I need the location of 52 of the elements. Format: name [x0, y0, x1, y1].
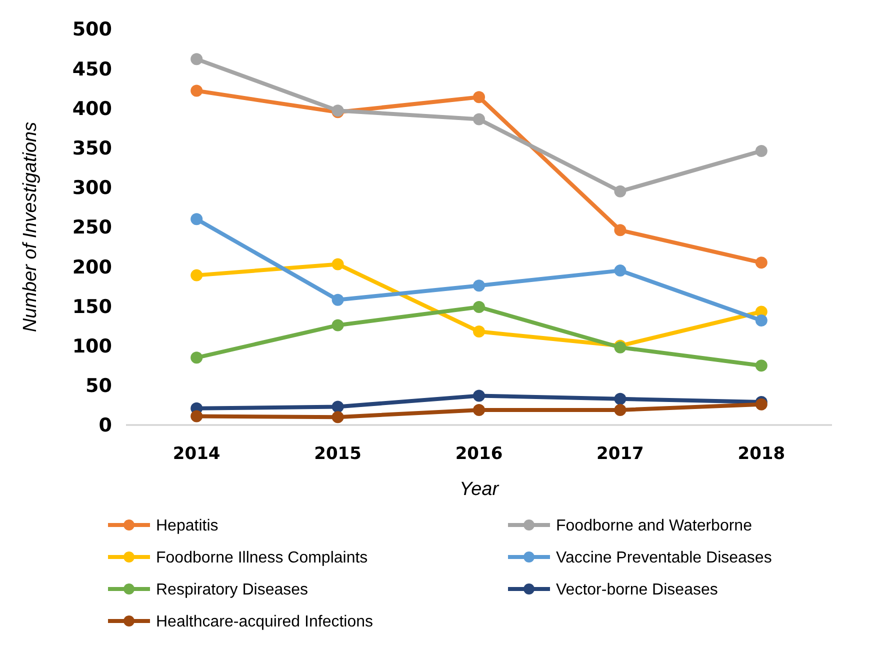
y-tick-label: 0: [98, 414, 112, 437]
point: [473, 390, 485, 402]
point: [755, 360, 768, 372]
point: [473, 280, 485, 292]
point: [755, 256, 768, 269]
y-tick-label: 150: [72, 296, 112, 318]
point: [190, 53, 203, 66]
point: [614, 224, 626, 236]
point: [332, 294, 344, 306]
point: [755, 314, 768, 326]
point: [473, 404, 485, 416]
point: [190, 84, 203, 97]
x-tick-label: 2015: [314, 444, 362, 464]
y-tick-label: 350: [72, 137, 112, 160]
y-tick-label: 250: [72, 216, 112, 239]
point: [614, 264, 626, 277]
point: [332, 319, 344, 332]
y-tick-label: 100: [72, 335, 112, 358]
point: [332, 258, 344, 270]
legend-label: Foodborne and Waterborne: [556, 518, 752, 535]
point: [473, 91, 485, 104]
point: [190, 213, 203, 226]
x-axis-title: Year: [459, 479, 500, 500]
point: [614, 392, 626, 405]
legend-label: Foodborne Illness Complaints: [156, 550, 368, 567]
point: [332, 400, 344, 413]
point: [473, 113, 485, 126]
point: [755, 144, 768, 157]
legend-label: Vaccine Preventable Diseases: [556, 550, 772, 567]
y-tick-label: 400: [72, 98, 112, 120]
point: [614, 404, 626, 416]
point: [332, 411, 344, 424]
x-tick-label: 2018: [738, 444, 786, 464]
point: [190, 410, 203, 422]
x-tick-label: 2016: [455, 444, 503, 464]
y-tick-label: 450: [72, 58, 112, 80]
legend-label: Hepatitis: [156, 518, 218, 535]
x-tick-label: 2017: [596, 444, 644, 464]
legend-label: Vector-borne Diseases: [556, 582, 718, 599]
y-tick-label: 500: [72, 18, 112, 41]
x-tick-label: 2014: [172, 444, 220, 464]
point: [473, 326, 485, 338]
point: [614, 185, 626, 198]
point: [190, 352, 203, 364]
y-tick-label: 200: [72, 256, 112, 278]
legend-label: Respiratory Diseases: [156, 582, 308, 599]
point: [473, 300, 485, 313]
y-tick-label: 300: [72, 177, 112, 200]
point: [190, 269, 203, 282]
y-axis-title: Number of Investigations: [20, 121, 41, 332]
y-tick-label: 50: [86, 375, 112, 398]
legend-label: Healthcare-acquired Infections: [156, 614, 374, 631]
